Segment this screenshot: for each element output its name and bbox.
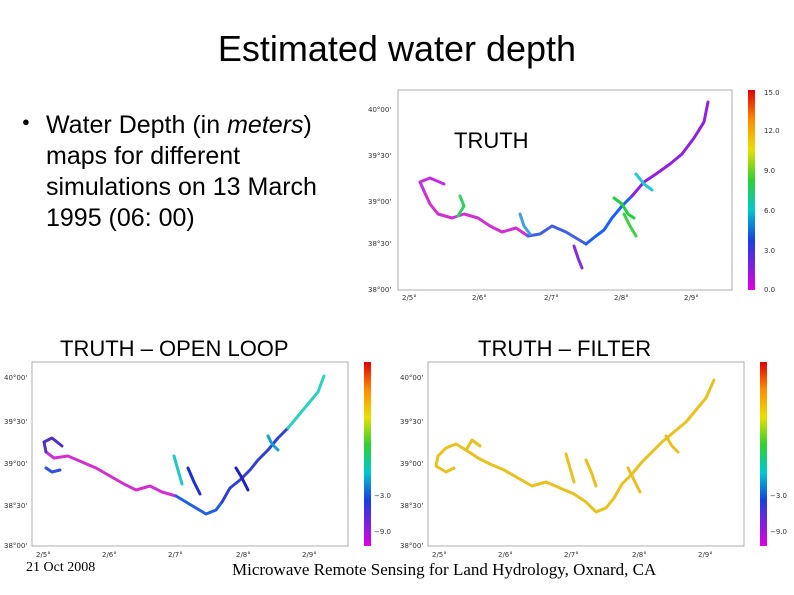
- truth-lon-2: 2/7°: [544, 294, 559, 302]
- open-loop-river-network: [42, 374, 326, 516]
- truth-frame: [397, 89, 733, 291]
- f-lon-1: 2/6°: [498, 551, 513, 559]
- open-loop-label: TRUTH – OPEN LOOP: [60, 336, 289, 361]
- truth-lon-1: 2/6°: [472, 294, 487, 302]
- filter-label: TRUTH – FILTER: [478, 336, 652, 361]
- truth-river-network: [418, 100, 710, 270]
- f-lat-4: 38°00': [400, 542, 423, 550]
- truth-lat-0: 40°00': [368, 106, 391, 114]
- truth-cb-1: 12.0: [764, 127, 780, 135]
- ol-lon-2: 2/7°: [168, 551, 183, 559]
- truth-cb-4: 3.0: [764, 247, 775, 255]
- truth-colorbar: [748, 90, 755, 290]
- truth-lat-1: 39°30': [368, 152, 391, 160]
- truth-lon-4: 2/9°: [684, 294, 699, 302]
- ol-colorbar: [364, 362, 371, 546]
- f-cb-1: −9.0: [770, 528, 787, 536]
- open-loop-frame: [31, 361, 349, 547]
- truth-map: 40°00' 39°30' 39°00' 38°30' 38°00' 2/5° …: [368, 89, 780, 302]
- bullet-emphasis: meters: [227, 111, 304, 139]
- ol-lat-4: 38°00': [4, 542, 27, 550]
- open-loop-map: 40°00' 39°30' 39°00' 38°30' 38°00' 2/5° …: [4, 361, 391, 559]
- f-lat-3: 38°30': [400, 502, 423, 510]
- ol-lat-1: 39°30': [4, 418, 27, 426]
- slide-title: Estimated water depth: [217, 28, 577, 69]
- bullet-dot: ●: [22, 114, 30, 129]
- truth-cb-3: 6.0: [764, 207, 775, 215]
- f-lat-1: 39°30': [400, 418, 423, 426]
- truth-lat-3: 38°30': [368, 240, 391, 248]
- f-lat-2: 39°00': [400, 460, 423, 468]
- filter-river-network: [434, 378, 716, 514]
- bullet-suffix: ) maps for different simulations on 13 M…: [46, 111, 317, 232]
- ol-lat-0: 40°00': [4, 374, 27, 382]
- truth-lon-0: 2/5°: [402, 294, 417, 302]
- f-lon-2: 2/7°: [564, 551, 579, 559]
- f-lat-0: 40°00': [400, 374, 423, 382]
- truth-cb-0: 15.0: [764, 89, 780, 97]
- ol-lat-2: 39°00': [4, 460, 27, 468]
- truth-cb-2: 9.0: [764, 167, 775, 175]
- truth-lon-3: 2/8°: [614, 294, 629, 302]
- bullet-text: Water Depth (in meters) maps for differe…: [46, 110, 356, 234]
- ol-lon-4: 2/9°: [302, 551, 317, 559]
- ol-lon-0: 2/5°: [36, 551, 51, 559]
- f-cb-0: −3.0: [770, 492, 787, 500]
- filter-frame: [427, 361, 745, 547]
- f-lon-4: 2/9°: [698, 551, 713, 559]
- truth-cb-5: 0.0: [764, 286, 775, 294]
- ol-lat-3: 38°30': [4, 502, 27, 510]
- ol-cb-0: −3.0: [374, 492, 391, 500]
- f-colorbar: [760, 362, 767, 546]
- footer-date: 21 Oct 2008: [26, 560, 96, 575]
- ol-lon-3: 2/8°: [236, 551, 251, 559]
- filter-map: 40°00' 39°30' 39°00' 38°30' 38°00' 2/5° …: [400, 361, 787, 559]
- ol-cb-1: −9.0: [374, 528, 391, 536]
- bullet-prefix: Water Depth (in: [46, 111, 228, 139]
- f-lon-3: 2/8°: [632, 551, 647, 559]
- f-lon-0: 2/5°: [432, 551, 447, 559]
- footer-venue: Microwave Remote Sensing for Land Hydrol…: [232, 560, 657, 579]
- truth-lat-4: 38°00': [368, 286, 391, 294]
- truth-lat-2: 39°00': [368, 198, 391, 206]
- truth-label: TRUTH: [454, 128, 529, 153]
- ol-lon-1: 2/6°: [102, 551, 117, 559]
